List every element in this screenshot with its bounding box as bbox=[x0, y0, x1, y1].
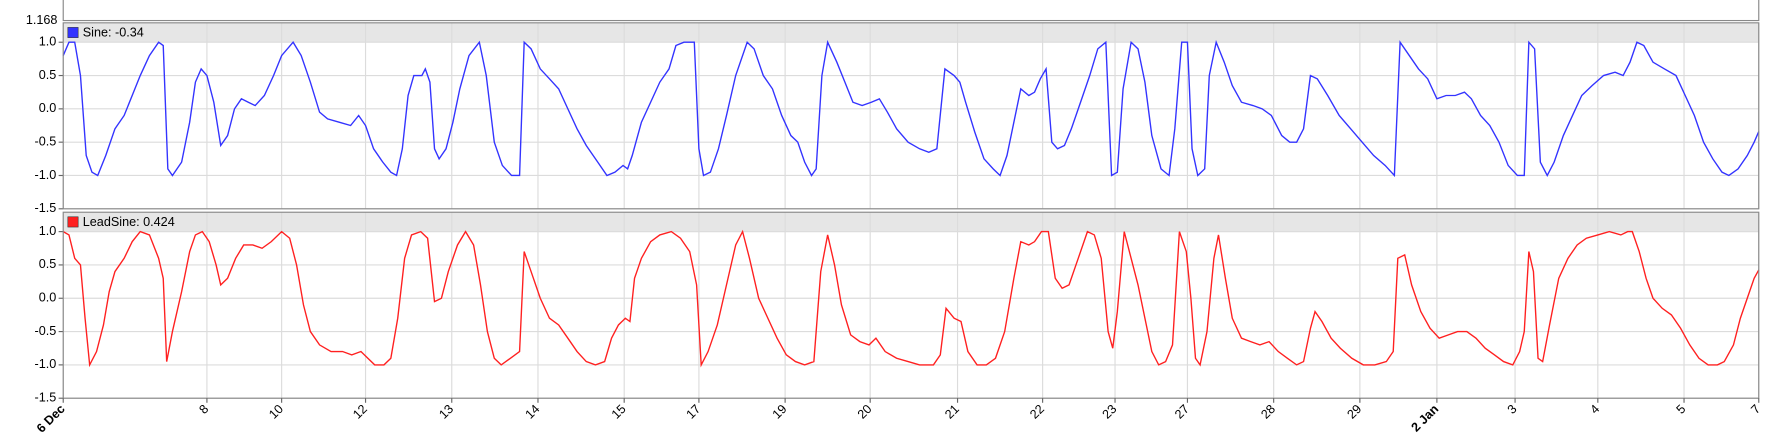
x-tick-label: 7 bbox=[1748, 402, 1763, 417]
data-line bbox=[62, 229, 1760, 368]
panel-background bbox=[63, 22, 1759, 209]
legend-bar bbox=[63, 212, 1759, 232]
legend-label: Sine: -0.34 bbox=[83, 25, 144, 39]
x-tick-label: 5 bbox=[1674, 402, 1689, 417]
x-tick-label: 2 Jan bbox=[1409, 402, 1442, 435]
legend-swatch bbox=[67, 216, 79, 228]
y-tick-label: -1.0 bbox=[35, 357, 57, 371]
x-tick-label: 8 bbox=[196, 402, 211, 417]
legend-bar bbox=[63, 22, 1759, 43]
legend-swatch bbox=[67, 27, 79, 38]
x-tick-label: 10 bbox=[266, 402, 286, 422]
x-tick-label: 3 bbox=[1505, 402, 1520, 417]
x-tick-label: 27 bbox=[1172, 402, 1192, 422]
y-tick-label: 0.0 bbox=[39, 101, 57, 115]
y-tick-label: -1.5 bbox=[35, 201, 57, 215]
data-line bbox=[62, 39, 1760, 178]
y-tick-label: 1.0 bbox=[39, 35, 57, 49]
top-panel-frame bbox=[62, 0, 1760, 22]
y-tick-label: 1.0 bbox=[39, 224, 57, 238]
panel-background bbox=[63, 212, 1759, 399]
y-tick-label: 0.5 bbox=[39, 68, 57, 82]
top-axis-label: 1.168 bbox=[26, 13, 58, 27]
x-tick-label: 28 bbox=[1258, 402, 1278, 422]
x-tick-label: 29 bbox=[1344, 402, 1364, 422]
y-tick-label: -1.0 bbox=[35, 168, 57, 182]
x-tick-label: 12 bbox=[350, 402, 370, 422]
y-tick-label: -1.5 bbox=[35, 391, 57, 405]
x-tick-label: 22 bbox=[1027, 402, 1047, 422]
x-tick-label: 4 bbox=[1587, 402, 1602, 417]
x-tick-label: 21 bbox=[942, 402, 962, 422]
y-tick-label: 0.5 bbox=[39, 257, 57, 271]
x-tick-label: 15 bbox=[609, 402, 629, 422]
x-tick-label: 23 bbox=[1100, 402, 1120, 422]
y-tick-label: 0.0 bbox=[39, 291, 57, 305]
x-tick-label: 17 bbox=[684, 402, 704, 422]
x-tick-label: 6 Dec bbox=[34, 402, 68, 436]
x-tick-label: 20 bbox=[855, 402, 875, 422]
panel-frame bbox=[62, 211, 1760, 399]
legend-label: LeadSine: 0.424 bbox=[83, 215, 175, 229]
y-tick-label: -0.5 bbox=[35, 135, 57, 149]
y-tick-label: -0.5 bbox=[35, 324, 57, 338]
x-tick-label: 19 bbox=[770, 402, 790, 422]
x-tick-label: 14 bbox=[523, 402, 543, 422]
panel-frame bbox=[62, 22, 1760, 210]
x-tick-label: 13 bbox=[436, 402, 456, 422]
